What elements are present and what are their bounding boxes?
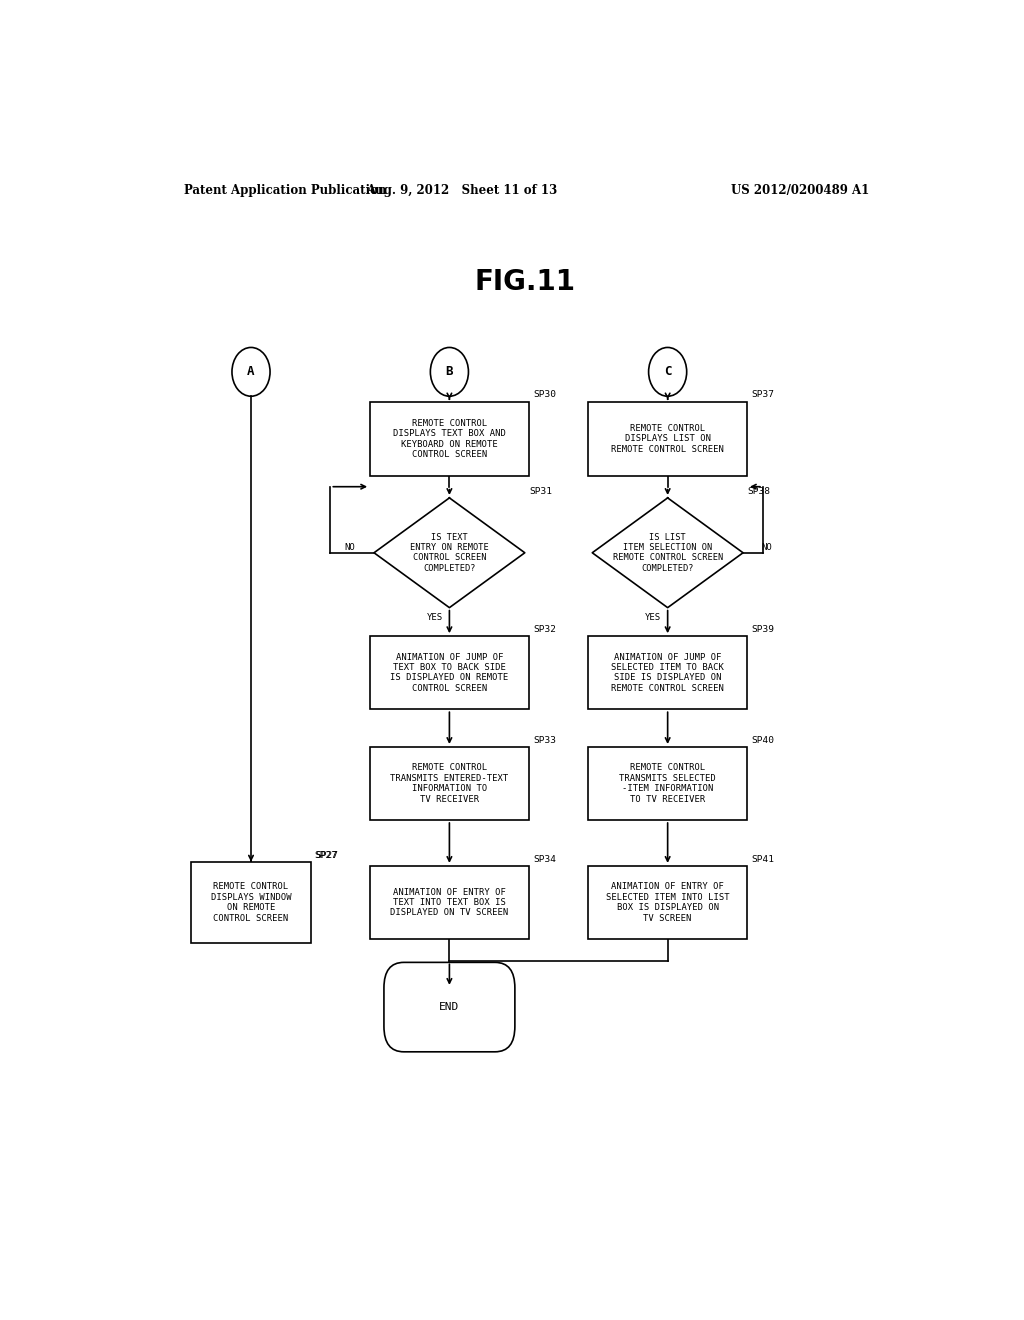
Text: SP30: SP30: [534, 391, 556, 399]
Text: SP41: SP41: [752, 855, 775, 863]
Text: IS LIST
ITEM SELECTION ON
REMOTE CONTROL SCREEN
COMPLETED?: IS LIST ITEM SELECTION ON REMOTE CONTROL…: [612, 533, 723, 573]
Text: B: B: [445, 366, 454, 379]
FancyBboxPatch shape: [384, 962, 515, 1052]
FancyBboxPatch shape: [588, 747, 748, 820]
Text: SP40: SP40: [752, 735, 775, 744]
Text: YES: YES: [427, 612, 443, 622]
Text: REMOTE CONTROL
DISPLAYS LIST ON
REMOTE CONTROL SCREEN: REMOTE CONTROL DISPLAYS LIST ON REMOTE C…: [611, 424, 724, 454]
Text: REMOTE CONTROL
TRANSMITS SELECTED
-ITEM INFORMATION
TO TV RECEIVER: REMOTE CONTROL TRANSMITS SELECTED -ITEM …: [620, 763, 716, 804]
Text: SP27: SP27: [314, 850, 338, 859]
FancyBboxPatch shape: [588, 866, 748, 939]
Text: END: END: [439, 1002, 460, 1012]
Text: SP33: SP33: [534, 735, 556, 744]
Text: A: A: [247, 366, 255, 379]
Text: Aug. 9, 2012   Sheet 11 of 13: Aug. 9, 2012 Sheet 11 of 13: [366, 185, 557, 198]
FancyBboxPatch shape: [370, 636, 528, 709]
Text: SP38: SP38: [748, 487, 771, 496]
Text: NO: NO: [345, 544, 355, 552]
Text: SP39: SP39: [752, 626, 775, 634]
FancyBboxPatch shape: [370, 747, 528, 820]
FancyBboxPatch shape: [370, 403, 528, 475]
Text: ANIMATION OF ENTRY OF
SELECTED ITEM INTO LIST
BOX IS DISPLAYED ON
TV SCREEN: ANIMATION OF ENTRY OF SELECTED ITEM INTO…: [606, 882, 729, 923]
Text: Patent Application Publication: Patent Application Publication: [183, 185, 386, 198]
Text: REMOTE CONTROL
DISPLAYS WINDOW
ON REMOTE
CONTROL SCREEN: REMOTE CONTROL DISPLAYS WINDOW ON REMOTE…: [211, 882, 291, 923]
Text: ANIMATION OF JUMP OF
TEXT BOX TO BACK SIDE
IS DISPLAYED ON REMOTE
CONTROL SCREEN: ANIMATION OF JUMP OF TEXT BOX TO BACK SI…: [390, 652, 509, 693]
FancyBboxPatch shape: [370, 866, 528, 939]
Text: SP32: SP32: [534, 626, 556, 634]
Text: YES: YES: [645, 612, 662, 622]
Text: C: C: [664, 366, 672, 379]
FancyBboxPatch shape: [588, 403, 748, 475]
Text: SP34: SP34: [534, 855, 556, 863]
Text: REMOTE CONTROL
DISPLAYS TEXT BOX AND
KEYBOARD ON REMOTE
CONTROL SCREEN: REMOTE CONTROL DISPLAYS TEXT BOX AND KEY…: [393, 418, 506, 459]
Text: ANIMATION OF ENTRY OF
TEXT INTO TEXT BOX IS
DISPLAYED ON TV SCREEN: ANIMATION OF ENTRY OF TEXT INTO TEXT BOX…: [390, 887, 509, 917]
Text: ANIMATION OF JUMP OF
SELECTED ITEM TO BACK
SIDE IS DISPLAYED ON
REMOTE CONTROL S: ANIMATION OF JUMP OF SELECTED ITEM TO BA…: [611, 652, 724, 693]
Text: SP27: SP27: [315, 850, 338, 859]
Text: NO: NO: [762, 544, 772, 552]
Polygon shape: [592, 498, 743, 607]
FancyBboxPatch shape: [588, 636, 748, 709]
Text: SP37: SP37: [752, 391, 775, 399]
Text: REMOTE CONTROL
TRANSMITS ENTERED-TEXT
INFORMATION TO
TV RECEIVER: REMOTE CONTROL TRANSMITS ENTERED-TEXT IN…: [390, 763, 509, 804]
FancyBboxPatch shape: [191, 862, 310, 942]
Text: IS TEXT
ENTRY ON REMOTE
CONTROL SCREEN
COMPLETED?: IS TEXT ENTRY ON REMOTE CONTROL SCREEN C…: [410, 533, 488, 573]
Text: US 2012/0200489 A1: US 2012/0200489 A1: [731, 185, 869, 198]
Text: SP31: SP31: [529, 487, 553, 496]
Polygon shape: [374, 498, 524, 607]
Text: FIG.11: FIG.11: [474, 268, 575, 297]
